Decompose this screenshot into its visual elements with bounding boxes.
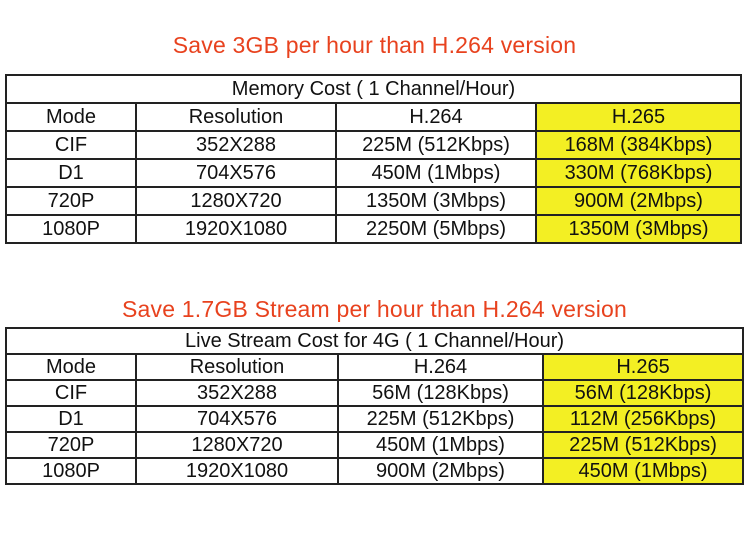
- column-header-h264: H.264: [335, 102, 537, 132]
- h264-cell: 225M (512Kbps): [335, 130, 537, 160]
- resolution-cell: 352X288: [135, 379, 339, 407]
- h265-cell: 1350M (3Mbps): [535, 214, 742, 244]
- table-row: 720P 1280X720 1350M (3Mbps) 900M (2Mbps): [5, 186, 742, 216]
- resolution-cell: 1920X1080: [135, 457, 339, 485]
- memory-cost-table: Memory Cost ( 1 Channel/Hour) Mode Resol…: [5, 74, 742, 244]
- mode-cell: CIF: [5, 379, 137, 407]
- h265-cell: 900M (2Mbps): [535, 186, 742, 216]
- h265-cell: 56M (128Kbps): [541, 379, 745, 407]
- resolution-cell: 352X288: [135, 130, 337, 160]
- mode-cell: D1: [5, 405, 137, 433]
- resolution-cell: 1920X1080: [135, 214, 337, 244]
- column-header-h265: H.265: [535, 102, 742, 132]
- h264-cell: 900M (2Mbps): [337, 457, 544, 485]
- memory-savings-headline: Save 3GB per hour than H.264 version: [172, 32, 577, 58]
- h265-cell: 168M (384Kbps): [535, 130, 742, 160]
- resolution-cell: 704X576: [135, 158, 337, 188]
- resolution-cell: 704X576: [135, 405, 339, 433]
- h264-cell: 450M (1Mbps): [335, 158, 537, 188]
- table-row: D1 704X576 450M (1Mbps) 330M (768Kbps): [5, 158, 742, 188]
- table-header-row: Mode Resolution H.264 H.265: [5, 102, 742, 132]
- table-row: D1 704X576 225M (512Kbps) 112M (256Kbps): [5, 405, 745, 433]
- mode-cell: 720P: [5, 186, 137, 216]
- column-header-h265: H.265: [541, 353, 745, 381]
- table-row: 1080P 1920X1080 2250M (5Mbps) 1350M (3Mb…: [5, 214, 742, 244]
- mode-cell: 720P: [5, 431, 137, 459]
- h264-cell: 2250M (5Mbps): [335, 214, 537, 244]
- table-title-row: Memory Cost ( 1 Channel/Hour): [5, 74, 742, 104]
- h265-cell: 225M (512Kbps): [541, 431, 745, 459]
- mode-cell: 1080P: [5, 214, 137, 244]
- table-row: CIF 352X288 225M (512Kbps) 168M (384Kbps…: [5, 130, 742, 160]
- table-header-row: Mode Resolution H.264 H.265: [5, 353, 745, 381]
- mode-cell: CIF: [5, 130, 137, 160]
- live-stream-cost-table: Live Stream Cost for 4G ( 1 Channel/Hour…: [4, 327, 745, 485]
- mode-cell: 1080P: [5, 457, 137, 485]
- table-row: CIF 352X288 56M (128Kbps) 56M (128Kbps): [5, 379, 745, 407]
- table-row: 1080P 1920X1080 900M (2Mbps) 450M (1Mbps…: [5, 457, 745, 485]
- column-header-resolution: Resolution: [135, 353, 339, 381]
- resolution-cell: 1280X720: [135, 431, 339, 459]
- h264-cell: 225M (512Kbps): [337, 405, 544, 433]
- table-title-row: Live Stream Cost for 4G ( 1 Channel/Hour…: [4, 327, 745, 355]
- h265-cell: 450M (1Mbps): [541, 457, 745, 485]
- table-title: Live Stream Cost for 4G ( 1 Channel/Hour…: [4, 327, 745, 355]
- h264-cell: 450M (1Mbps): [337, 431, 544, 459]
- resolution-cell: 1280X720: [135, 186, 337, 216]
- table-row: 720P 1280X720 450M (1Mbps) 225M (512Kbps…: [5, 431, 745, 459]
- table-title: Memory Cost ( 1 Channel/Hour): [5, 74, 742, 104]
- h265-cell: 330M (768Kbps): [535, 158, 742, 188]
- column-header-resolution: Resolution: [135, 102, 337, 132]
- h264-cell: 56M (128Kbps): [337, 379, 544, 407]
- h265-cell: 112M (256Kbps): [541, 405, 745, 433]
- column-header-mode: Mode: [5, 102, 137, 132]
- mode-cell: D1: [5, 158, 137, 188]
- stream-savings-headline: Save 1.7GB Stream per hour than H.264 ve…: [121, 296, 628, 322]
- h264-cell: 1350M (3Mbps): [335, 186, 537, 216]
- column-header-mode: Mode: [5, 353, 137, 381]
- column-header-h264: H.264: [337, 353, 544, 381]
